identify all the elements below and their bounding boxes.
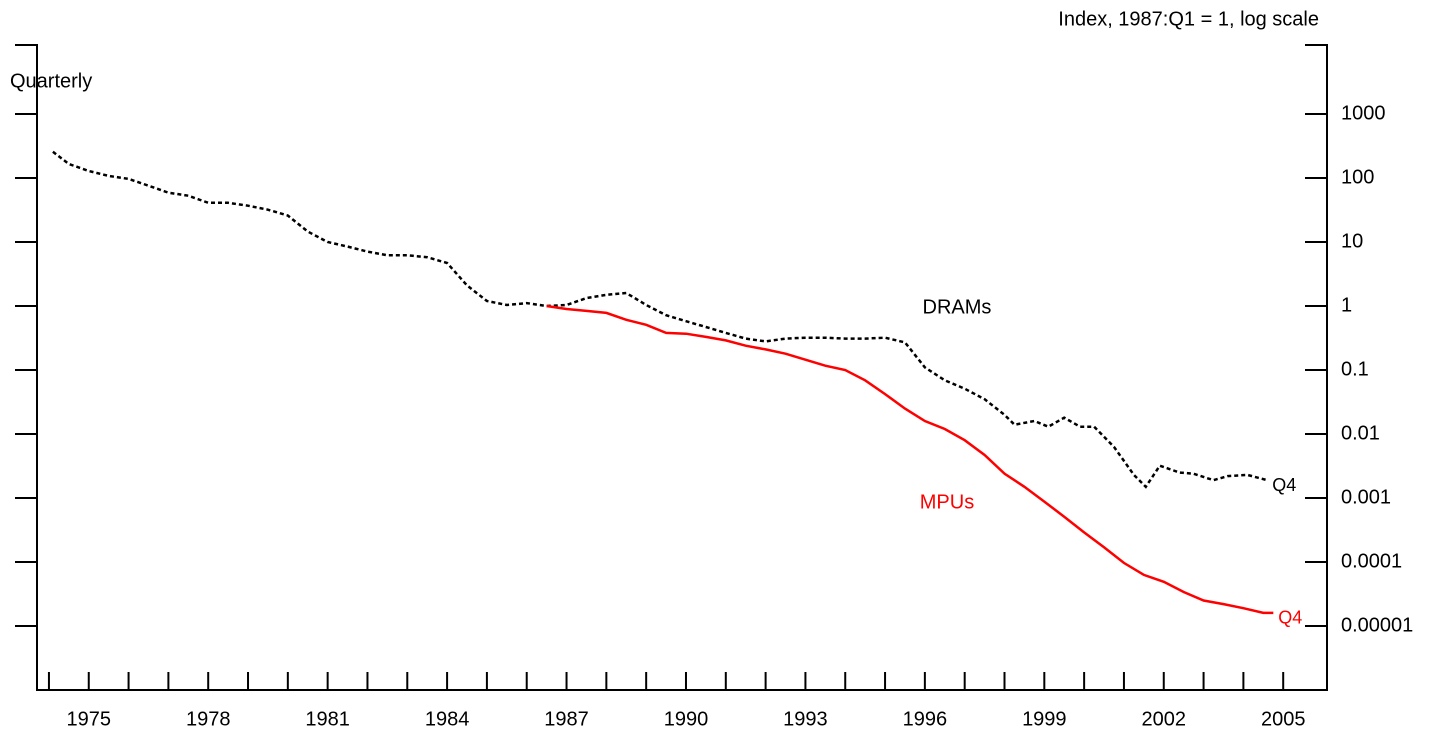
y-tick-label: 10 (1341, 230, 1363, 252)
y-tick-label: 100 (1341, 166, 1374, 188)
plot-frame (15, 44, 1328, 691)
x-tick-label: 1999 (1022, 708, 1067, 730)
y-axis-label: Index, 1987:Q1 = 1, log scale (1058, 8, 1319, 30)
y-tick-label: 0.1 (1341, 358, 1369, 380)
end-label: Q4 (1272, 475, 1296, 495)
series-label: DRAMs (923, 296, 992, 318)
x-tick-label: 1975 (67, 708, 112, 730)
chart-title: Quarterly (10, 70, 92, 92)
x-tick-label: 1978 (186, 708, 231, 730)
y-tick-label: 1 (1341, 294, 1352, 316)
x-tick-label: 1984 (425, 708, 470, 730)
x-tick-label: 1981 (305, 708, 350, 730)
x-tick-label: 2005 (1261, 708, 1306, 730)
x-tick-label: 1993 (783, 708, 828, 730)
series-label: MPUs (920, 491, 974, 513)
y-tick-label: 0.0001 (1341, 550, 1402, 572)
series-line (52, 150, 1268, 489)
y-tick-label: 0.001 (1341, 486, 1391, 508)
x-tick-label: 1996 (903, 708, 948, 730)
x-tick-label: 1990 (664, 708, 709, 730)
x-tick-label: 2002 (1142, 708, 1187, 730)
series-line (546, 304, 1274, 615)
end-label: Q4 (1278, 608, 1302, 628)
y-tick-label: 0.00001 (1341, 614, 1413, 636)
y-tick-label: 0.01 (1341, 422, 1380, 444)
x-tick-label: 1987 (544, 708, 589, 730)
y-tick-label: 1000 (1341, 102, 1386, 124)
